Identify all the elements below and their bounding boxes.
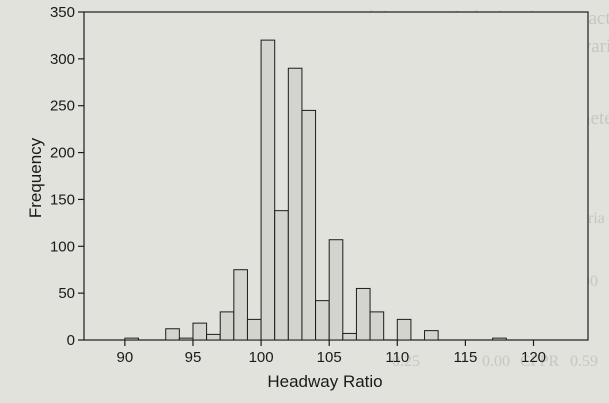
histogram-bar [124,337,139,341]
histogram-bar [274,210,289,341]
y-tick-label: 50 [58,285,75,302]
plot-area [83,11,589,341]
y-axis-title: Frequency [26,137,45,218]
histogram-bar [315,300,330,341]
x-tick-label: 105 [317,349,342,366]
x-tick-label: 110 [385,349,409,366]
histogram-bar [424,330,439,341]
histogram-bar [260,39,276,341]
y-tick-label: 250 [50,98,75,115]
histogram-bar [246,318,262,341]
histogram-bar [342,332,357,341]
histogram-bar [287,67,303,341]
histogram-bar [178,337,194,341]
x-tick-label: 90 [117,349,134,366]
y-axis-ticks: 0 50 100 150 200 250 300 350 [50,4,84,349]
histogram-bar [301,109,317,341]
histogram-bar [233,269,248,341]
histogram-bar [492,337,507,341]
y-tick-label: 150 [50,191,75,208]
x-axis-ticks: 90 95 100 105 110 115 120 [117,340,546,366]
x-tick-label: 120 [521,349,546,366]
y-tick-label: 300 [50,51,75,68]
x-tick-label: 95 [185,349,202,366]
x-axis-title: Headway Ratio [267,372,382,391]
x-tick-label: 100 [249,349,274,366]
histogram-bar [328,239,344,341]
y-tick-label: 200 [50,145,75,162]
histogram-bar [355,287,371,341]
histogram-bar [369,311,385,341]
y-tick-label: 100 [50,238,75,255]
histogram-bar [396,318,412,341]
histogram-bar [206,333,221,341]
x-tick-label: 115 [453,349,477,366]
histogram-bar [165,328,180,341]
y-tick-label: 0 [67,332,75,349]
y-tick-label: 350 [50,4,75,21]
histogram-bar [219,311,235,341]
histogram-bar [192,322,208,341]
